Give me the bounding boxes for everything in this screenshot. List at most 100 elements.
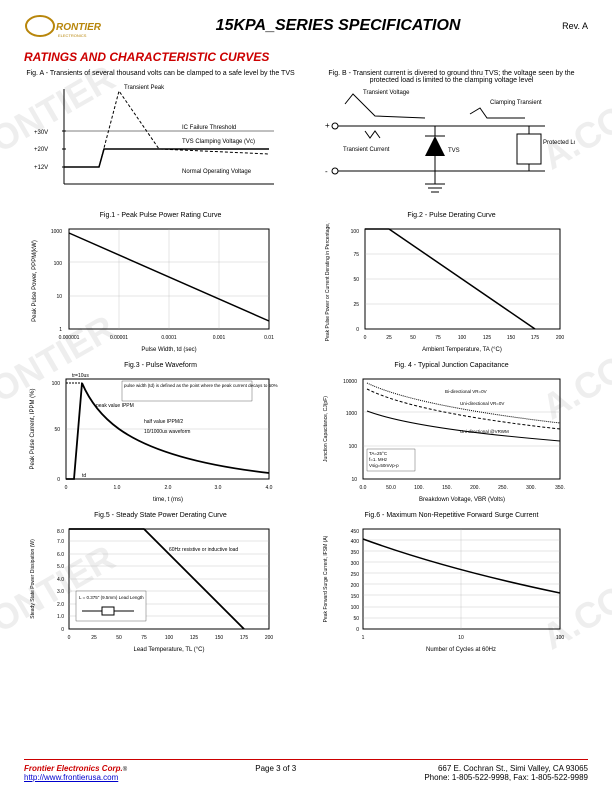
svg-text:175: 175 xyxy=(240,635,249,641)
svg-text:Number of Cycles at 60Hz: Number of Cycles at 60Hz xyxy=(426,647,496,653)
fig-a-title: Fig. A - Transients of several thousand … xyxy=(24,70,297,77)
svg-text:350.: 350. xyxy=(555,485,565,491)
fig5-title: Fig.5 - Steady State Power Derating Curv… xyxy=(24,512,297,519)
svg-text:1.0: 1.0 xyxy=(57,614,64,620)
svg-text:100.: 100. xyxy=(414,485,424,491)
svg-text:8.0: 8.0 xyxy=(57,529,64,535)
svg-text:75: 75 xyxy=(435,335,441,341)
header: RONTIER ELECTRONICS 15KPA_SERIES SPECIFI… xyxy=(24,12,588,40)
svg-text:Peak Pulse Current, IPPM (%): Peak Pulse Current, IPPM (%) xyxy=(30,388,36,469)
svg-text:50: 50 xyxy=(353,277,359,283)
svg-text:25: 25 xyxy=(353,302,359,308)
svg-text:Vsig=50mVp-p: Vsig=50mVp-p xyxy=(369,463,399,468)
svg-text:4.0: 4.0 xyxy=(57,577,64,583)
svg-text:350: 350 xyxy=(351,550,360,556)
fig-b: Transient Voltage Clamping Transient + -… xyxy=(315,86,575,206)
svg-text:Normal Operating Voltage: Normal Operating Voltage xyxy=(182,169,252,175)
svg-text:400: 400 xyxy=(351,539,360,545)
svg-text:3.0: 3.0 xyxy=(215,485,222,491)
svg-text:1000: 1000 xyxy=(346,411,357,417)
svg-text:f=1. MHz: f=1. MHz xyxy=(369,457,388,462)
svg-text:td: td xyxy=(82,473,86,479)
svg-text:Peak Pulse Power, PPPM(kW): Peak Pulse Power, PPPM(kW) xyxy=(32,240,38,322)
fig2-title: Fig.2 - Pulse Derating Curve xyxy=(315,212,588,219)
svg-text:150: 150 xyxy=(507,335,516,341)
footer-page: Page 3 of 3 xyxy=(255,764,296,782)
svg-text:Uni-directional VR=0V: Uni-directional VR=0V xyxy=(460,401,504,406)
svg-text:200: 200 xyxy=(351,583,360,589)
svg-text:peak value IPPM: peak value IPPM xyxy=(96,403,134,409)
svg-text:Transient Voltage: Transient Voltage xyxy=(363,90,410,96)
svg-text:100: 100 xyxy=(351,605,360,611)
svg-text:+30V: +30V xyxy=(34,130,48,136)
svg-text:0.01: 0.01 xyxy=(264,335,274,341)
svg-text:0.001: 0.001 xyxy=(213,335,226,341)
svg-text:300.: 300. xyxy=(526,485,536,491)
svg-text:60Hz resistive or inductive lo: 60Hz resistive or inductive load xyxy=(169,547,238,553)
svg-text:TA=25°C: TA=25°C xyxy=(369,451,388,456)
svg-text:0.000001: 0.000001 xyxy=(59,335,80,341)
svg-text:75: 75 xyxy=(141,635,147,641)
fig4: Bi-directional VR=0V Uni-directional VR=… xyxy=(315,371,575,506)
svg-text:time, t (ms): time, t (ms) xyxy=(153,497,183,503)
svg-text:100: 100 xyxy=(165,635,174,641)
svg-text:Breakdown Voltage, VBR (Volts): Breakdown Voltage, VBR (Volts) xyxy=(419,497,505,503)
svg-text:Uni-directional @VRWM: Uni-directional @VRWM xyxy=(460,429,509,434)
svg-text:5.0: 5.0 xyxy=(57,564,64,570)
svg-text:Clamping Transient: Clamping Transient xyxy=(490,100,542,106)
svg-text:1.0: 1.0 xyxy=(114,485,121,491)
svg-text:0: 0 xyxy=(364,335,367,341)
svg-text:125: 125 xyxy=(483,335,492,341)
svg-text:Protected Load: Protected Load xyxy=(543,140,575,146)
footer-url[interactable]: http://www.frontierusa.com xyxy=(24,773,118,782)
svg-text:50: 50 xyxy=(410,335,416,341)
svg-text:100: 100 xyxy=(52,381,61,387)
svg-text:0: 0 xyxy=(356,327,359,333)
svg-text:L = 0.375" (9.5mm) Lead Length: L = 0.375" (9.5mm) Lead Length xyxy=(79,595,144,600)
fig3: 0 50 100 0 1.0 2.0 3.0 4.0 time, t (ms) … xyxy=(24,371,284,506)
svg-text:pulse width (td) is defined as: pulse width (td) is defined as the point… xyxy=(124,383,278,388)
svg-text:Bi-directional VR=0V: Bi-directional VR=0V xyxy=(445,389,487,394)
svg-text:7.0: 7.0 xyxy=(57,539,64,545)
svg-text:125: 125 xyxy=(190,635,199,641)
svg-text:IC Failure Threshold: IC Failure Threshold xyxy=(182,125,236,131)
svg-text:half value IPPM/2: half value IPPM/2 xyxy=(144,419,183,425)
svg-text:0: 0 xyxy=(68,635,71,641)
svg-text:2.0: 2.0 xyxy=(165,485,172,491)
svg-text:100: 100 xyxy=(54,261,63,267)
fig1-title: Fig.1 - Peak Pulse Power Rating Curve xyxy=(24,212,297,219)
svg-text:Pulse Width, td (sec): Pulse Width, td (sec) xyxy=(141,347,196,353)
svg-text:150.: 150. xyxy=(442,485,452,491)
svg-text:Ambient Temperature, TA (°C): Ambient Temperature, TA (°C) xyxy=(422,347,502,353)
svg-text:6.0: 6.0 xyxy=(57,552,64,558)
svg-text:0: 0 xyxy=(65,485,68,491)
svg-text:10: 10 xyxy=(458,635,464,641)
svg-text:75: 75 xyxy=(353,252,359,258)
svg-text:Junction Capacitance, CJ(pF): Junction Capacitance, CJ(pF) xyxy=(323,396,329,462)
svg-text:200.: 200. xyxy=(470,485,480,491)
svg-text:Lead Temperature, TL (°C): Lead Temperature, TL (°C) xyxy=(134,647,205,653)
svg-text:+12V: +12V xyxy=(34,165,48,171)
svg-text:0.00001: 0.00001 xyxy=(110,335,128,341)
footer-phone: Phone: 1-805-522-9998, Fax: 1-805-522-99… xyxy=(424,773,588,782)
svg-text:10000: 10000 xyxy=(343,379,357,385)
svg-text:10/1000us waveform: 10/1000us waveform xyxy=(144,429,190,435)
svg-text:0: 0 xyxy=(57,477,60,483)
svg-text:+20V: +20V xyxy=(34,147,48,153)
fig3-title: Fig.3 - Pulse Waveform xyxy=(24,362,297,369)
fig1: 1 10 100 1000 0.000001 0.00001 0.0001 0.… xyxy=(24,221,284,356)
svg-text:25: 25 xyxy=(91,635,97,641)
svg-text:200: 200 xyxy=(265,635,274,641)
revision: Rev. A xyxy=(562,21,588,31)
svg-text:100: 100 xyxy=(458,335,467,341)
svg-text:0: 0 xyxy=(356,627,359,633)
svg-text:-: - xyxy=(325,167,328,176)
svg-text:1: 1 xyxy=(362,635,365,641)
svg-text:+: + xyxy=(325,121,330,130)
svg-text:1: 1 xyxy=(59,327,62,333)
fig-b-title: Fig. B - Transient current is divered to… xyxy=(315,70,588,84)
footer: Frontier Electronics Corp.® http://www.f… xyxy=(24,759,588,782)
svg-text:200: 200 xyxy=(556,335,565,341)
footer-corp: Frontier Electronics Corp. xyxy=(24,764,123,773)
svg-text:100: 100 xyxy=(351,229,360,235)
